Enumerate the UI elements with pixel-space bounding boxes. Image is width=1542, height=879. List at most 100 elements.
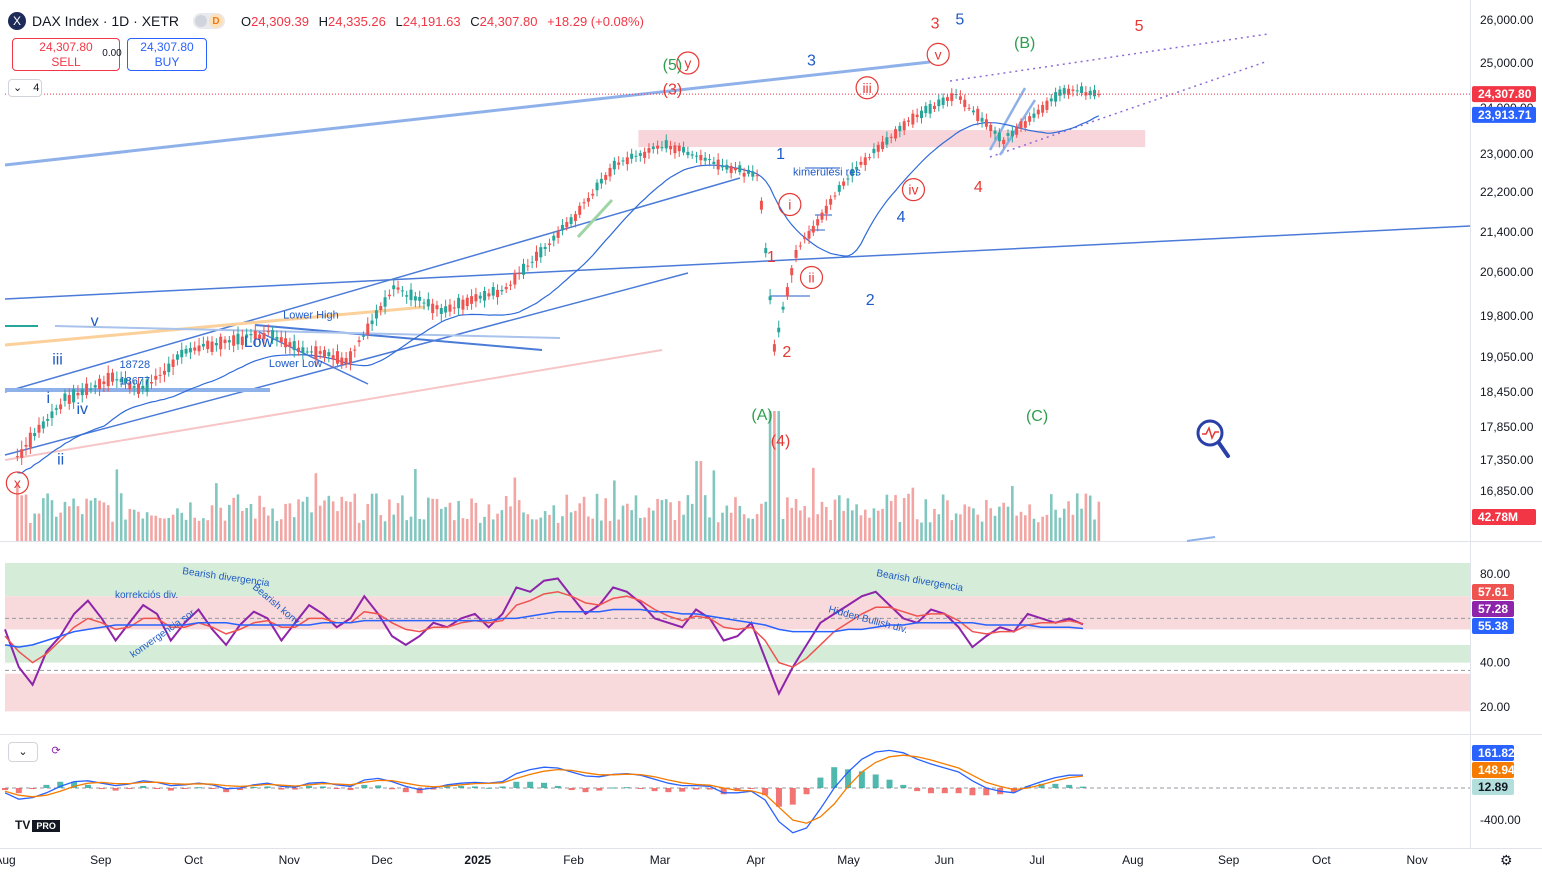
- candle-body: [1045, 100, 1049, 110]
- candle-body: [621, 160, 625, 162]
- macd-hist-bar: [858, 771, 865, 788]
- volume-bar: [777, 411, 781, 541]
- macd-hist-bar: [154, 788, 161, 789]
- volume-bar: [266, 515, 270, 541]
- time-tick-label: Feb: [563, 853, 584, 867]
- pane-collapse-button[interactable]: ⌄: [8, 742, 38, 762]
- candle-body: [669, 145, 673, 150]
- volume-bar: [487, 504, 491, 541]
- volume-bar: [677, 501, 681, 541]
- price-tick-label: 22,200.00: [1480, 185, 1534, 199]
- candle-body: [491, 287, 495, 296]
- candle-body: [816, 219, 820, 226]
- sell-button[interactable]: 24,307.80 SELL: [12, 38, 120, 71]
- volume-bar: [902, 498, 906, 541]
- candle-body: [141, 385, 145, 390]
- candle-body: [154, 375, 158, 380]
- volume-bar: [102, 502, 106, 541]
- volume-bar: [331, 501, 335, 541]
- volume-bar: [548, 514, 551, 541]
- delayed-data-badge: D: [209, 14, 224, 28]
- macd-hist-bar: [803, 788, 810, 795]
- candle-body: [288, 342, 292, 347]
- candle-body: [487, 293, 491, 297]
- candle-body: [833, 195, 837, 197]
- candle-body: [829, 198, 833, 205]
- rsi-badge-label: 55.38: [1478, 619, 1508, 633]
- wave-label: (4): [771, 433, 791, 450]
- price-tick-label: 20,600.00: [1480, 265, 1534, 279]
- candle-body: [85, 383, 89, 395]
- macd-hist-bar: [706, 788, 713, 790]
- macd-hist-bar: [817, 777, 824, 788]
- wave-circle-label: y: [684, 55, 691, 71]
- volume-bar: [621, 505, 625, 541]
- buy-button[interactable]: 24,307.80 BUY: [127, 38, 207, 71]
- macd-hist-bar: [582, 788, 589, 793]
- volume-bar: [920, 522, 923, 541]
- volume-bar: [937, 514, 941, 541]
- symbol-title[interactable]: DAX Index · 1D · XETR: [32, 13, 180, 29]
- orange-line: [4, 305, 426, 347]
- candle-body: [405, 295, 409, 297]
- volume-bar: [245, 507, 248, 541]
- candle-body: [932, 105, 936, 109]
- candle-body: [850, 168, 854, 176]
- macd-hist-bar: [886, 779, 893, 788]
- wave-label: 2: [782, 344, 791, 361]
- candle-body: [262, 332, 266, 340]
- buy-label: BUY: [154, 55, 180, 69]
- rsi-annotation: korrekciós div.: [115, 590, 178, 601]
- volume-bar: [768, 411, 772, 541]
- price-tick-label: 26,000.00: [1480, 13, 1534, 27]
- volume-bar: [262, 507, 266, 541]
- volume-bar: [587, 516, 590, 541]
- candle-body: [746, 169, 750, 174]
- volume-bar: [93, 497, 97, 541]
- macd-hist-bar: [720, 788, 727, 795]
- indicator-collapse-button[interactable]: ⌄ 4: [8, 79, 42, 97]
- rsi-badge: [1472, 584, 1514, 600]
- macd-hist-bar: [126, 788, 133, 789]
- candle-body: [132, 386, 136, 388]
- candle-body: [236, 333, 240, 345]
- macd-hist-bar: [748, 788, 755, 789]
- rsi-badge: [1472, 601, 1514, 617]
- candle-body: [1062, 88, 1066, 95]
- candle-body: [742, 172, 746, 177]
- long-trendline: [4, 225, 1471, 300]
- candle-body: [175, 354, 179, 360]
- candle-body: [98, 378, 102, 390]
- volume-bar: [543, 511, 547, 541]
- volume-bar: [617, 519, 620, 541]
- candle-body: [223, 339, 227, 344]
- gear-icon[interactable]: ⚙: [1500, 852, 1513, 868]
- candle-body: [573, 214, 577, 221]
- volume-bar: [318, 505, 322, 541]
- wave-circle-label: iv: [908, 182, 918, 198]
- rsi-tick-label: 20.00: [1480, 700, 1510, 714]
- volume-bar: [647, 507, 651, 541]
- time-tick-label: Oct: [1312, 853, 1331, 867]
- visibility-toggle[interactable]: D: [193, 13, 226, 29]
- candle-body: [578, 205, 582, 215]
- tradingview-logo: TV PRO: [15, 818, 60, 832]
- candle-body: [63, 393, 67, 401]
- candle-body: [725, 164, 729, 170]
- volume-bar: [457, 501, 460, 541]
- candle-body: [759, 200, 763, 210]
- candle-body: [24, 444, 28, 447]
- candle-body: [340, 357, 344, 365]
- volume-bar: [760, 503, 763, 541]
- volume-bar: [370, 493, 374, 541]
- volume-bar: [418, 518, 421, 541]
- refresh-icon[interactable]: ⟳: [44, 742, 68, 762]
- volume-bar: [695, 461, 698, 541]
- wave-label: (3): [663, 82, 683, 99]
- volume-bar: [297, 499, 300, 541]
- wave-label: 4: [897, 209, 906, 226]
- candle-body: [496, 289, 500, 298]
- rsi-badge-label: 57.28: [1478, 602, 1508, 616]
- volume-bar: [699, 461, 703, 541]
